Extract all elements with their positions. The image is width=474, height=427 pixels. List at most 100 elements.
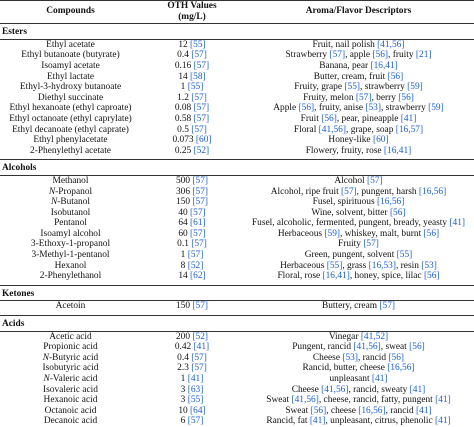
oth-reference: [55] — [187, 395, 204, 406]
descriptor-text: , unpleasant, citrus, phenolic — [325, 416, 436, 427]
table-row: Isovaleric acid 3 [63] Cheese [41,56], ran… — [0, 385, 474, 396]
compound-name: Isoamyl acetate — [41, 60, 100, 71]
compound-name: Isobutyric acid — [42, 363, 99, 374]
oth-value: 0.16 — [174, 60, 192, 71]
descriptor-text: Vinegar — [328, 331, 361, 342]
table-row: N-Valeric acid 1 [41] unpleasant [41] — [0, 374, 474, 385]
oth-value: 1 — [180, 250, 186, 261]
descriptor-text: unpleasant — [329, 374, 372, 384]
oth-value-cell: 3 [55] — [141, 395, 243, 406]
oth-value: 150 — [175, 197, 191, 208]
oth-value: 0.25 — [174, 145, 192, 156]
oth-reference: [63] — [187, 384, 204, 395]
compound-name: N-Butyric acid — [42, 352, 99, 363]
compound-name: 3-Ethoxy-1-propanol — [30, 239, 111, 250]
descriptor-text: Floral — [293, 124, 319, 135]
oth-value-cell: 150 [57] — [141, 197, 243, 208]
oth-value-cell: 0.42 [41] — [141, 342, 243, 353]
compound-name: Ethyl octanoate (ethyl caprylate) — [9, 113, 132, 124]
compound-name: Acetic acid — [49, 331, 92, 342]
descriptor-reference: [41,56] — [353, 342, 381, 353]
descriptor-cell: Sweat [56], cheese [16,56], rancid [41] — [243, 406, 474, 417]
compound-name: Ethyl lactate — [46, 71, 95, 82]
oth-value: 40 — [178, 207, 188, 218]
oth-value-cell: 8 [52] — [141, 261, 243, 272]
oth-value-cell: 0.4 [57] — [141, 50, 243, 61]
oth-value: 0.5 — [177, 124, 189, 135]
descriptor-cell: Alcohol [57] — [243, 175, 474, 186]
descriptor-reference: [41,56] — [377, 39, 405, 50]
descriptor-text: , honey, spice, lilac — [349, 271, 424, 282]
table-row: Isoamyl acetate 0.16 [57] Banana, pear [16… — [0, 61, 474, 72]
descriptor-text: Rancid, fat — [266, 416, 310, 427]
section-header: Ketones — [0, 284, 474, 302]
descriptor-cell: Pungent, rancid [41,56], sweat [56] — [243, 342, 474, 353]
section-title: Acids — [0, 315, 474, 332]
descriptor-reference: [16,41] — [383, 145, 412, 156]
descriptor-reference: [56] — [409, 342, 425, 353]
oth-value-cell: 2.3 [57] — [141, 363, 243, 374]
compound-name: Ethyl hexanoate (ethyl caproate) — [9, 103, 132, 114]
descriptor-cell: Herbaceous [55], grass [16,53], resin [5… — [243, 261, 474, 272]
descriptor-cell: Fruity [57] — [243, 239, 474, 250]
descriptor-text: Sweat — [285, 405, 311, 416]
descriptor-reference: [60] — [372, 135, 389, 146]
descriptor-text: Cheese — [291, 384, 322, 395]
table-row: Isobutyric acid 2.3 [57] Rancid, butter, c… — [0, 363, 474, 374]
table-row: Hexanoic acid 3 [55] Sweat [41,56], cheese… — [0, 395, 474, 406]
table-row: 2-Phenylethanol 14 [62] Floral, rose [16,4… — [0, 271, 474, 282]
oth-reference: [57] — [187, 250, 204, 261]
descriptor-text: Alcohol, ripe fruit — [270, 186, 342, 197]
oth-value: 500 — [175, 175, 191, 186]
descriptor-cell: Rancid, butter, cheese [16,56] — [243, 363, 474, 374]
header-compounds: Compounds — [0, 0, 141, 25]
descriptor-reference: [56] — [388, 352, 405, 363]
oth-value-cell: 0.1 [57] — [141, 239, 243, 250]
oth-value-cell: 1 [41] — [141, 374, 243, 385]
descriptor-text: Apple — [273, 103, 299, 114]
oth-value: 200 — [175, 331, 191, 342]
table-header-row: Compounds OTH Values (mg/L) Aroma/Flavor… — [0, 0, 474, 25]
descriptor-text: Honey-like — [328, 135, 373, 146]
oth-value: 306 — [175, 186, 191, 197]
compound-name: N-Valeric acid — [43, 374, 98, 384]
compound-name: Propionic acid — [43, 342, 98, 353]
oth-reference: [57] — [190, 228, 206, 239]
compound-name: 3-Methyl-1-pentanol — [31, 250, 110, 261]
descriptor-cell: Honey-like [60] — [243, 135, 474, 146]
descriptor-cell: Alcohol, ripe fruit [57], pungent, harsh… — [243, 187, 474, 198]
descriptor-reference: [16,41] — [322, 271, 350, 282]
descriptor-cell: Fusel, spirituous [16,56] — [243, 197, 474, 208]
section-header: Acids — [0, 315, 474, 332]
descriptor-text: Fruity — [338, 239, 364, 250]
descriptor-text: , cheese — [326, 405, 359, 416]
compound-name: Diethyl succinate — [37, 92, 104, 103]
descriptor-reference: [41] — [435, 416, 451, 427]
table-row: Methanol 500 [57] Alcohol [57] — [0, 175, 474, 186]
oth-value: 1 — [180, 374, 186, 384]
oth-reference: [60] — [195, 135, 212, 146]
descriptor-text: , apple — [345, 50, 373, 61]
oth-value: 60 — [178, 228, 188, 239]
section-title: Ketones — [0, 284, 474, 302]
descriptor-text: , rancid — [357, 352, 389, 363]
oth-value: 0.4 — [177, 50, 189, 61]
oth-value-cell: 306 [57] — [141, 187, 243, 198]
oth-value: 14 — [178, 271, 188, 282]
descriptor-text: Fruit, nail polish — [312, 39, 378, 50]
descriptor-reference: [56] — [423, 228, 440, 239]
oth-value: 6 — [180, 416, 186, 427]
section-title: Esters — [0, 23, 474, 40]
table-row: Ethyl phenylacetate 0.073 [60] Honey-like … — [0, 135, 474, 146]
descriptor-cell: Floral, rose [16,41], honey, spice, lila… — [243, 271, 474, 282]
oth-value-cell: 64 [61] — [141, 218, 243, 229]
descriptor-text: Fruit — [300, 113, 322, 124]
oth-value: 12 — [178, 39, 188, 50]
descriptor-cell: Floral [41,56], grape, soap [16,57] — [243, 125, 474, 136]
descriptor-cell: Fruity, melon [57], berry [56] — [243, 93, 474, 104]
descriptor-cell: Cheese [41,56], rancid, sweaty [41] — [243, 385, 474, 396]
header-descriptors: Aroma/Flavor Descriptors — [243, 0, 474, 25]
compound-name: Ethyl butanoate (butyrate) — [21, 50, 120, 61]
descriptor-reference: [59] — [324, 228, 341, 239]
descriptor-cell: Wine, solvent, bitter [56] — [243, 208, 474, 219]
